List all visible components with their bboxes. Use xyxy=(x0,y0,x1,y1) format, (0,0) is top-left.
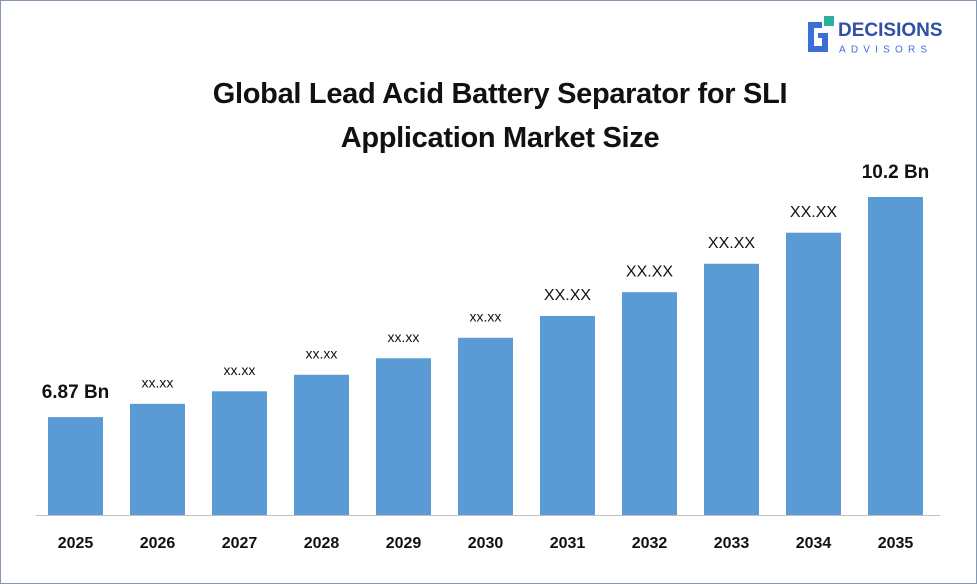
value-label: 6.87 Bn xyxy=(42,382,110,403)
x-tick-label: 2033 xyxy=(714,535,750,552)
x-tick-label: 2026 xyxy=(140,535,176,552)
x-tick-label: 2025 xyxy=(58,535,94,552)
x-tick-label: 2034 xyxy=(796,535,832,552)
value-label: XX.XX xyxy=(544,287,591,304)
value-label: xx.xx xyxy=(470,308,502,324)
bar xyxy=(458,337,513,515)
value-label: xx.xx xyxy=(306,345,338,361)
logo-tagline: ADVISORS xyxy=(839,45,932,56)
logo-name: DECISIONS xyxy=(838,20,943,41)
x-tick-label: 2031 xyxy=(550,535,586,552)
x-tick-label: 2028 xyxy=(304,535,340,552)
bar xyxy=(540,315,595,515)
bar xyxy=(622,292,677,515)
logo: DECISIONS ADVISORS xyxy=(808,16,943,56)
bar xyxy=(294,374,349,515)
bar xyxy=(786,232,841,516)
value-label: xx.xx xyxy=(142,375,174,391)
bar xyxy=(704,263,759,515)
value-label: 10.2 Bn xyxy=(862,162,930,183)
value-label: XX.XX xyxy=(708,235,755,252)
x-tick-label: 2035 xyxy=(878,535,914,552)
value-label: xx.xx xyxy=(224,362,256,378)
logo-icon xyxy=(808,22,828,52)
x-tick-label: 2029 xyxy=(386,535,422,552)
bar xyxy=(376,358,431,515)
bar xyxy=(48,417,103,515)
logo-icon xyxy=(824,16,834,26)
bar xyxy=(212,391,267,515)
value-label: xx.xx xyxy=(388,329,420,345)
value-label: XX.XX xyxy=(790,204,837,221)
x-tick-label: 2030 xyxy=(468,535,504,552)
x-tick-label: 2032 xyxy=(632,535,668,552)
chart-title: Global Lead Acid Battery Separator for S… xyxy=(212,78,788,154)
x-tick-label: 2027 xyxy=(222,535,258,552)
value-label: XX.XX xyxy=(626,263,673,280)
bar xyxy=(130,403,185,515)
bar xyxy=(868,197,923,515)
